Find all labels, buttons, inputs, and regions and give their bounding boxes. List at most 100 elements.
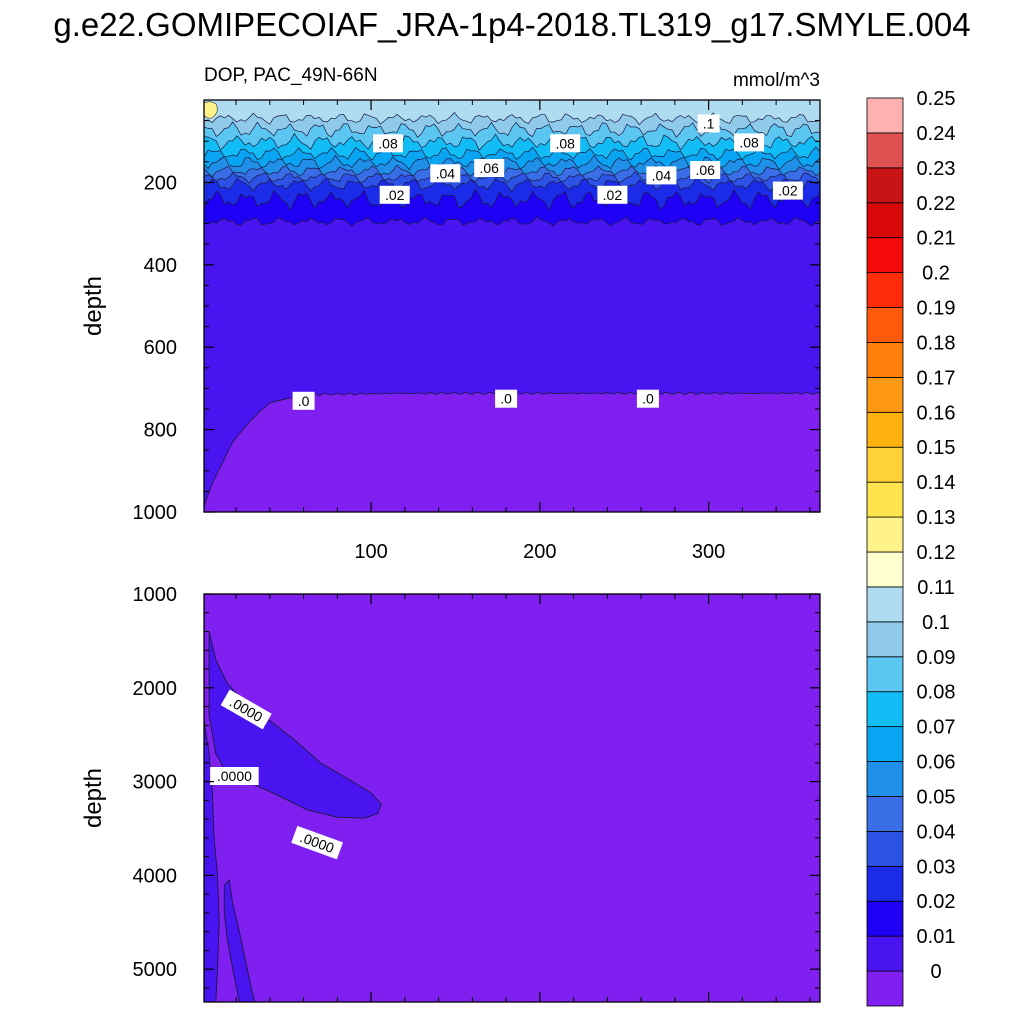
colorbar-swatch: [866, 342, 904, 378]
contour-label-text: .1: [703, 116, 715, 132]
contour-label-box: [636, 389, 659, 408]
upper-contour-label: .08: [734, 133, 765, 152]
upper-panel: DOP, PAC_49N-66N mmol/m^3 .08.08.08.1.06…: [80, 65, 821, 563]
upper-contour-label: .08: [373, 134, 403, 153]
colorbar-swatch: [866, 167, 904, 204]
lower-contour-fills: [204, 594, 820, 1002]
contour-label-box: [373, 134, 403, 153]
upper-contour-label: .02: [597, 185, 628, 204]
colorbar-swatch: [866, 551, 904, 588]
colorbar-swatch: [866, 865, 904, 902]
upper-contour-label: .0: [636, 389, 659, 408]
colorbar-label: 0.03: [917, 856, 956, 878]
colorbar-label: 0.18: [917, 332, 956, 354]
upper-contour-labels: .08 .08 .08 .1 .06 .06 .04 .04 .02 .02 .02 .0 .0 .0: [292, 114, 803, 410]
upper-contour-label: .08: [550, 134, 581, 153]
contour-label-box: [220, 689, 272, 730]
colorbar-swatch: [866, 935, 904, 972]
colorbar-label: 0.06: [917, 752, 956, 774]
upper-y-tick-label: 600: [144, 337, 177, 359]
contour-label-text: .02: [385, 187, 405, 203]
colorbar-label: 0: [930, 961, 941, 983]
colorbar-label: 0.24: [917, 123, 956, 145]
upper-contour-label: .04: [430, 164, 461, 183]
colorbar-label: 0.07: [917, 717, 956, 739]
contour-label-box: [646, 166, 677, 185]
contour-label-text: .08: [378, 135, 398, 151]
contour-label-text: .08: [555, 135, 575, 151]
upper-y-tick-label: 400: [144, 255, 177, 277]
upper-units-label: mmol/m^3: [733, 70, 820, 91]
upper-contour-fills: [204, 100, 820, 512]
colorbar-swatch: [866, 726, 904, 762]
colorbar-label: 0.05: [917, 786, 956, 808]
upper-axis-ticks: 200 400 600 800 1000 100 200 300: [133, 100, 820, 563]
colorbar-swatch: [866, 376, 904, 413]
upper-contour-label: .0: [292, 391, 315, 410]
colorbar-swatch: [866, 586, 904, 623]
lower-y-tick-label: 1000: [133, 584, 178, 606]
colorbar-label: 0.2: [922, 263, 950, 285]
colorbar-swatch: [866, 621, 904, 658]
colorbar-label: 0.04: [917, 821, 956, 843]
contour-label-box: [550, 134, 581, 153]
upper-contour-label: .02: [772, 181, 803, 200]
lower-y-tick-label: 2000: [133, 678, 178, 700]
contour-label-box: [772, 181, 803, 200]
upper-x-tick-label: 200: [523, 541, 556, 563]
lower-axis-ticks: 1000 2000 3000 4000 5000: [133, 584, 820, 1002]
contour-label-text: .0: [642, 391, 654, 407]
contour-label-text: .04: [652, 167, 672, 183]
lower-fill-level-1-region: [223, 879, 256, 1002]
upper-contour-label: .02: [379, 185, 410, 204]
contour-label-box: [292, 391, 315, 410]
colorbar-swatch: [866, 272, 904, 308]
colorbar-swatch: [866, 237, 904, 274]
colorbar-swatch: [866, 900, 904, 937]
contour-label-text: .0: [500, 391, 512, 407]
upper-contour-label: .0: [495, 389, 518, 408]
colorbar-label: 0.17: [917, 367, 956, 389]
upper-surface-maximum: [204, 101, 218, 119]
colorbar: 0 0.01 0.02 0.03 0.04 0.05 0.06 0.07 0.08 0.09 0.1…: [866, 88, 956, 1007]
upper-contour-label: .04: [646, 166, 677, 185]
colorbar-swatch: [866, 516, 904, 553]
colorbar-label: 0.02: [917, 891, 956, 913]
colorbar-swatch: [866, 481, 904, 518]
lower-plot-frame: [203, 593, 821, 1003]
colorbar-label: 0.01: [917, 926, 956, 948]
contour-label-box: [210, 767, 259, 785]
upper-y-tick-label: 1000: [133, 502, 178, 524]
upper-x-tick-label: 300: [692, 541, 725, 563]
colorbar-swatch: [866, 796, 904, 832]
colorbar-swatch: [866, 691, 904, 728]
contour-label-text: .04: [436, 165, 456, 181]
contour-label-box: [690, 161, 721, 179]
contour-label-box: [597, 185, 628, 204]
colorbar-label: 0.19: [917, 298, 956, 320]
colorbar-swatch: [866, 656, 904, 693]
contour-label-box: [291, 825, 343, 860]
lower-y-tick-label: 4000: [133, 865, 178, 887]
contour-label-box: [379, 185, 410, 204]
upper-contour-label: .06: [690, 161, 721, 179]
lower-y-tick-label: 3000: [133, 772, 178, 794]
contour-label-text: .0000: [217, 768, 252, 784]
contour-label-box: [495, 389, 518, 408]
colorbar-swatch: [866, 307, 904, 343]
upper-y-tick-label: 200: [144, 172, 177, 194]
contour-label-text: .06: [695, 162, 715, 178]
contour-label-box: [734, 133, 765, 152]
colorbar-label: 0.15: [917, 437, 956, 459]
upper-subtitle: DOP, PAC_49N-66N: [204, 65, 378, 86]
colorbar-swatch: [866, 132, 904, 169]
lower-y-tick-label: 5000: [133, 959, 178, 981]
colorbar-label: 0.1: [922, 612, 950, 634]
colorbar-label: 0.14: [917, 472, 956, 494]
lower-y-axis-label: depth: [80, 768, 107, 828]
colorbar-label: 0.13: [917, 507, 956, 529]
contour-label-text: .02: [778, 183, 798, 199]
upper-fill-level-0: [204, 391, 820, 512]
